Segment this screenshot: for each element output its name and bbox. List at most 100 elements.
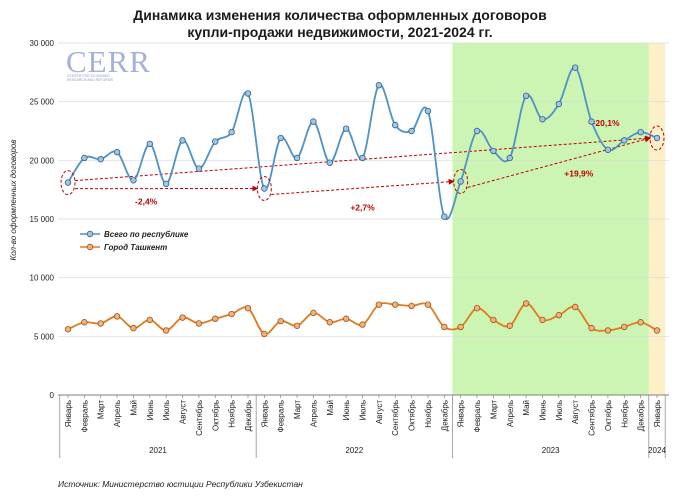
highlight-circle bbox=[453, 168, 469, 194]
x-tick-label-month: Апрель bbox=[113, 400, 122, 427]
x-tick-label-month: Сентябрь bbox=[391, 400, 400, 436]
data-point bbox=[637, 128, 644, 136]
data-point bbox=[359, 154, 366, 162]
annotation-label: -2,4% bbox=[135, 197, 158, 207]
x-tick-label-month: Июнь bbox=[538, 400, 547, 420]
data-point bbox=[326, 319, 333, 326]
legend-marker-republic bbox=[86, 230, 94, 238]
data-point bbox=[342, 315, 350, 322]
y-tick-label: 25 000 bbox=[30, 98, 55, 107]
x-tick-label-month: Ноябрь bbox=[228, 400, 237, 428]
data-point bbox=[539, 116, 546, 123]
data-point bbox=[653, 327, 661, 334]
data-point bbox=[179, 137, 186, 144]
data-point bbox=[555, 100, 563, 108]
cerr-logo: CERR CENTER FOR ECONOMIC RESEARCH AND RE… bbox=[66, 44, 150, 82]
gridlines bbox=[58, 42, 669, 396]
data-point bbox=[195, 165, 203, 172]
x-tick-label-month: Январь bbox=[457, 400, 466, 427]
y-tick-label: 30 000 bbox=[30, 39, 55, 48]
y-axis-label: Кол-во оформленных договоров bbox=[9, 140, 18, 261]
data-point bbox=[441, 213, 448, 220]
highlight-circle bbox=[649, 125, 665, 151]
logo-sub-text-1: CENTER FOR ECONOMIC bbox=[67, 74, 110, 78]
data-point bbox=[261, 330, 268, 338]
data-point bbox=[490, 147, 497, 155]
data-point bbox=[375, 301, 383, 308]
data-point bbox=[64, 326, 72, 333]
x-tick-label-month: Январь bbox=[64, 400, 73, 427]
data-point bbox=[408, 302, 415, 310]
data-point bbox=[97, 320, 104, 327]
x-tick-label-month: Февраль bbox=[80, 400, 89, 433]
data-point bbox=[212, 315, 219, 322]
data-point bbox=[621, 323, 628, 331]
x-tick-label-month: Сентябрь bbox=[588, 400, 597, 436]
data-point bbox=[179, 314, 186, 321]
x-tick-label-month: Декабрь bbox=[637, 400, 646, 431]
data-point bbox=[539, 316, 546, 324]
data-point bbox=[522, 300, 530, 307]
y-tick-label: 5 000 bbox=[34, 332, 55, 341]
data-point bbox=[113, 313, 121, 320]
x-tick-label-month: Август bbox=[375, 400, 384, 424]
y-tick-label: 15 000 bbox=[30, 215, 55, 224]
highlight-circle bbox=[60, 170, 76, 196]
data-point bbox=[81, 154, 88, 162]
data-point bbox=[424, 107, 432, 115]
legend-label-republic: Всего по республике bbox=[104, 230, 189, 239]
data-point bbox=[522, 92, 530, 99]
data-point bbox=[97, 155, 104, 163]
x-year-label: 2021 bbox=[149, 446, 167, 455]
data-point bbox=[195, 320, 203, 327]
data-point bbox=[424, 301, 432, 308]
data-point bbox=[64, 179, 72, 186]
data-point bbox=[359, 321, 366, 328]
x-tick-label-month: Февраль bbox=[473, 400, 482, 433]
data-point bbox=[571, 64, 579, 71]
y-tick-label: 10 000 bbox=[30, 274, 55, 283]
data-point bbox=[637, 319, 644, 326]
x-tick-label-month: Январь bbox=[260, 400, 269, 427]
x-tick-label-month: Декабрь bbox=[244, 400, 253, 431]
data-point bbox=[571, 303, 579, 311]
data-point bbox=[212, 138, 219, 145]
data-point bbox=[113, 148, 121, 156]
x-tick-label-month: Август bbox=[179, 400, 188, 424]
x-tick-label-month: Июль bbox=[162, 400, 171, 420]
x-tick-label-month: Март bbox=[97, 400, 106, 419]
data-point bbox=[130, 177, 137, 184]
data-point bbox=[293, 154, 301, 162]
data-point bbox=[310, 118, 317, 125]
data-point bbox=[293, 322, 301, 329]
data-point bbox=[408, 127, 415, 135]
data-point bbox=[506, 154, 513, 162]
x-tick-label-month: Октябрь bbox=[408, 400, 417, 431]
data-point bbox=[457, 323, 464, 331]
data-point bbox=[441, 323, 448, 331]
data-point bbox=[162, 327, 170, 334]
highlight-circles bbox=[60, 125, 665, 201]
data-point bbox=[392, 301, 399, 308]
data-point bbox=[490, 316, 497, 324]
annotation-label: +2,7% bbox=[350, 202, 375, 212]
x-tick-label-month: Сентябрь bbox=[195, 400, 204, 436]
data-point bbox=[228, 310, 235, 318]
data-point bbox=[244, 90, 252, 97]
data-point bbox=[81, 319, 88, 326]
data-point bbox=[604, 327, 612, 334]
x-tick-label-month: Июнь bbox=[146, 400, 155, 420]
annotation-arrow bbox=[467, 136, 651, 188]
chart-title-line-2: купли-продажи недвижимости, 2021-2024 гг… bbox=[187, 24, 492, 40]
annotation-arrow bbox=[271, 178, 455, 195]
x-tick-label-month: Май bbox=[326, 400, 335, 416]
x-axis: Январь Февраль Март Апрель Май Июнь Июль Август… bbox=[59, 395, 666, 458]
x-tick-label-month: Август bbox=[571, 400, 580, 424]
x-tick-label-month: Апрель bbox=[506, 400, 515, 427]
data-point bbox=[277, 134, 284, 142]
y-tick-label: 20 000 bbox=[30, 156, 55, 165]
data-point bbox=[555, 312, 563, 319]
data-point bbox=[146, 316, 154, 324]
data-point bbox=[588, 324, 595, 332]
data-point bbox=[506, 322, 513, 329]
